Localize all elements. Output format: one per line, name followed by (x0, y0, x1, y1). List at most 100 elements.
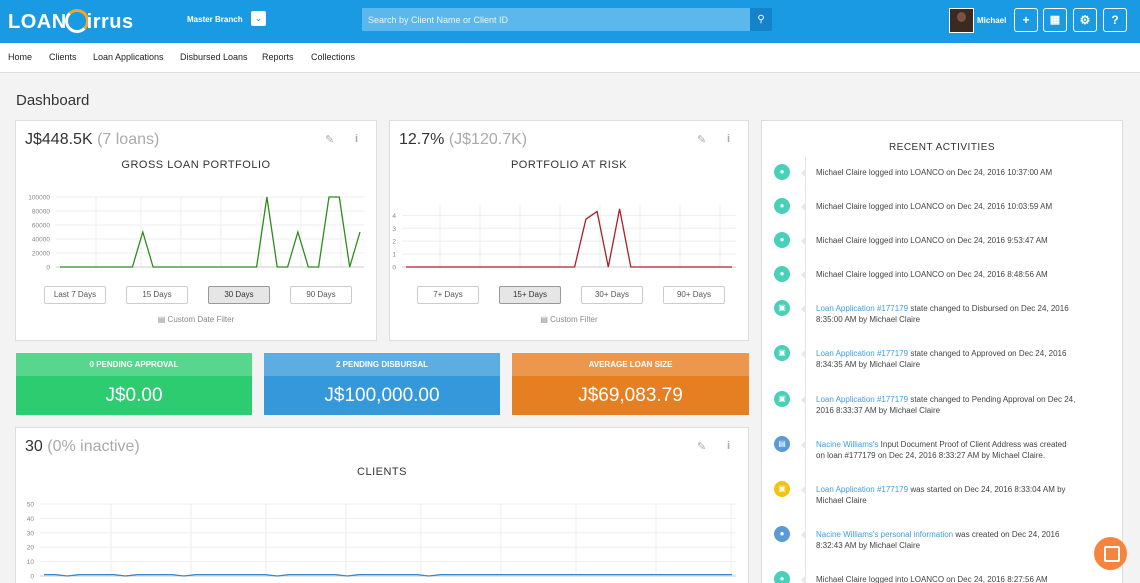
activity-link[interactable]: Nacine Williams's personal information (816, 530, 954, 539)
activity-pointer (801, 270, 806, 280)
nav-reports[interactable]: Reports (262, 52, 294, 62)
custom-date-filter[interactable]: ▤ Custom Date Filter (157, 315, 235, 324)
y-tick-label: 40 (27, 516, 35, 523)
user-name[interactable]: Michael (977, 16, 1007, 25)
portfolio-chart-title: GROSS LOAN PORTFOLIO (121, 159, 271, 171)
activity-text: Nacine Williams's personal information w… (816, 530, 1060, 550)
chat-icon[interactable] (1094, 537, 1127, 570)
nav-home[interactable]: Home (8, 52, 33, 62)
branch-label: Master Branch (187, 15, 243, 24)
range-90-days[interactable]: 90 Days (290, 286, 352, 304)
series-line (60, 196, 361, 268)
money-icon: ▣ (774, 391, 790, 407)
activity-pointer (801, 304, 806, 314)
document-icon: ▤ (774, 436, 790, 452)
user-icon: ● (774, 571, 790, 583)
par-chart: 0 1 2 3 4 (392, 205, 736, 272)
money-icon: ▣ (774, 345, 790, 361)
stat-value: J$69,083.79 (512, 376, 749, 415)
activity-pointer (801, 485, 806, 495)
activity-pointer (801, 530, 806, 540)
par-kpi: 12.7% (J$120.7K) (399, 131, 528, 148)
y-tick-label: 80000 (32, 209, 50, 216)
activity-text: Loan Application #177179 was started on … (816, 485, 1066, 505)
activity-text: Nacine Williams's Input Document Proof o… (816, 440, 1067, 460)
portfolio-chart: 0 20000 40000 60000 80000 100000 (28, 195, 364, 272)
series-line (44, 573, 732, 577)
pending-disbursal-tile[interactable]: 2 PENDING DISBURSAL J$100,000.00 (264, 353, 500, 415)
average-loan-size-tile[interactable]: AVERAGE LOAN SIZE J$69,083.79 (512, 353, 749, 415)
money-icon: ▣ (774, 481, 790, 497)
calculator-icon[interactable]: ▦ (1043, 8, 1067, 32)
y-tick-label: 1 (392, 252, 396, 259)
nav-clients[interactable]: Clients (49, 52, 77, 62)
timeline-line (805, 157, 806, 583)
activity-text: Michael Claire logged into LOANCO on Dec… (816, 168, 1053, 177)
pencil-icon[interactable]: ✎ (697, 134, 707, 146)
main-nav: Home Clients Loan Applications Disbursed… (0, 43, 1140, 73)
stat-label: 2 PENDING DISBURSAL (264, 353, 500, 376)
activity-link[interactable]: Loan Application #177179 (816, 395, 909, 404)
portfolio-kpi: J$448.5K (7 loans) (25, 131, 160, 148)
nav-disbursed-loans[interactable]: Disbursed Loans (180, 52, 248, 62)
activity-link[interactable]: Loan Application #177179 (816, 485, 909, 494)
user-icon: ● (774, 526, 790, 542)
y-tick-label: 0 (392, 265, 396, 272)
range-30-plus-days[interactable]: 30+ Days (581, 286, 643, 304)
range-15-plus-days[interactable]: 15+ Days (499, 286, 561, 304)
y-tick-label: 3 (392, 226, 396, 233)
logo-c-mark (64, 9, 89, 33)
info-icon[interactable]: i (355, 133, 359, 145)
stat-value: J$100,000.00 (264, 376, 500, 415)
pencil-icon[interactable]: ✎ (697, 441, 707, 453)
search-icon[interactable]: ⚲ (750, 8, 772, 31)
activity-text: Loan Application #177179 state changed t… (816, 395, 1076, 415)
activity-text: Michael Claire logged into LOANCO on Dec… (816, 270, 1048, 279)
activity-link[interactable]: Loan Application #177179 (816, 304, 909, 313)
activity-pointer (801, 202, 806, 212)
y-tick-label: 40000 (32, 237, 50, 244)
y-tick-label: 10 (27, 559, 35, 566)
money-icon: ▣ (774, 300, 790, 316)
calendar-icon: ▤ (540, 315, 548, 324)
chevron-down-icon[interactable]: ⌄ (251, 11, 266, 26)
range-90-plus-days[interactable]: 90+ Days (663, 286, 725, 304)
stat-value: J$0.00 (16, 376, 252, 415)
pending-approval-tile[interactable]: 0 PENDING APPROVAL J$0.00 (16, 353, 252, 415)
y-tick-label: 60000 (32, 223, 50, 230)
activity-pointer (801, 349, 806, 359)
nav-loan-applications[interactable]: Loan Applications (93, 52, 164, 62)
user-icon: ● (774, 198, 790, 214)
help-icon[interactable]: ? (1103, 8, 1127, 32)
pencil-icon[interactable]: ✎ (325, 134, 335, 146)
activity-pointer (801, 236, 806, 246)
y-tick-label: 0 (30, 574, 34, 581)
range-last-7-days[interactable]: Last 7 Days (44, 286, 106, 304)
clients-chart-title: CLIENTS (357, 466, 407, 478)
y-tick-label: 100000 (28, 195, 50, 202)
info-icon[interactable]: i (727, 440, 731, 452)
avatar[interactable] (949, 8, 974, 33)
y-tick-label: 0 (46, 265, 50, 272)
activity-link[interactable]: Nacine Williams's (816, 440, 879, 449)
info-icon[interactable]: i (727, 133, 731, 145)
activity-pointer (801, 575, 806, 583)
activity-link[interactable]: Loan Application #177179 (816, 349, 909, 358)
search-input[interactable] (362, 8, 750, 31)
nav-collections[interactable]: Collections (311, 52, 356, 62)
page-title: Dashboard (16, 92, 90, 109)
user-icon: ● (774, 232, 790, 248)
range-30-days[interactable]: 30 Days (208, 286, 270, 304)
gear-icon[interactable]: ⚙ (1073, 8, 1097, 32)
custom-filter[interactable]: ▤ Custom Filter (540, 315, 598, 324)
plus-icon[interactable]: + (1014, 8, 1038, 32)
y-tick-label: 20 (27, 545, 35, 552)
par-chart-title: PORTFOLIO AT RISK (510, 159, 628, 171)
range-7-plus-days[interactable]: 7+ Days (417, 286, 479, 304)
y-tick-label: 4 (392, 213, 396, 220)
activity-text: Loan Application #177179 state changed t… (816, 304, 1069, 324)
par-card: 12.7% (J$120.7K) ✎ i PORTFOLIO AT RISK 0… (389, 120, 749, 341)
clients-chart: 0 10 20 30 40 50 (27, 502, 736, 581)
logo[interactable]: LOAN irrus (8, 9, 134, 33)
range-15-days[interactable]: 15 Days (126, 286, 188, 304)
